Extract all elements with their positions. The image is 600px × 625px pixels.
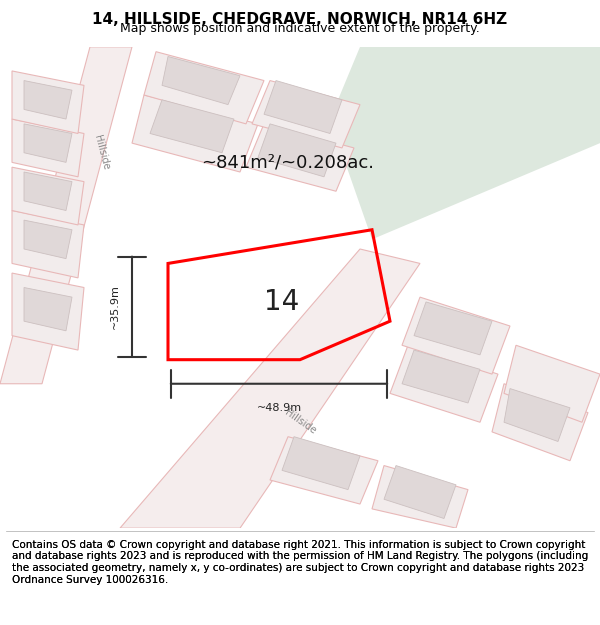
Polygon shape bbox=[12, 167, 84, 225]
Polygon shape bbox=[372, 466, 468, 528]
Polygon shape bbox=[12, 71, 84, 134]
Polygon shape bbox=[24, 288, 72, 331]
Polygon shape bbox=[150, 100, 234, 152]
Polygon shape bbox=[282, 437, 360, 489]
Polygon shape bbox=[24, 172, 72, 211]
Polygon shape bbox=[162, 56, 240, 104]
Polygon shape bbox=[24, 220, 72, 259]
Polygon shape bbox=[258, 124, 336, 177]
Text: Hillside: Hillside bbox=[283, 408, 317, 437]
Polygon shape bbox=[504, 345, 600, 423]
Polygon shape bbox=[414, 302, 492, 355]
Text: Hillside: Hillside bbox=[92, 134, 112, 171]
Polygon shape bbox=[252, 81, 360, 148]
Polygon shape bbox=[12, 273, 84, 350]
Polygon shape bbox=[0, 47, 132, 384]
Text: 14, HILLSIDE, CHEDGRAVE, NORWICH, NR14 6HZ: 14, HILLSIDE, CHEDGRAVE, NORWICH, NR14 6… bbox=[92, 12, 508, 27]
Polygon shape bbox=[270, 437, 378, 504]
Text: ~35.9m: ~35.9m bbox=[110, 284, 120, 329]
Polygon shape bbox=[264, 81, 342, 134]
Text: ~48.9m: ~48.9m bbox=[256, 403, 302, 413]
Polygon shape bbox=[504, 389, 570, 441]
Polygon shape bbox=[402, 297, 510, 374]
Polygon shape bbox=[12, 119, 84, 177]
Text: Map shows position and indicative extent of the property.: Map shows position and indicative extent… bbox=[120, 22, 480, 35]
Polygon shape bbox=[492, 384, 588, 461]
Text: ~841m²/~0.208ac.: ~841m²/~0.208ac. bbox=[202, 153, 374, 171]
Polygon shape bbox=[120, 249, 420, 528]
Polygon shape bbox=[246, 124, 354, 191]
Polygon shape bbox=[24, 81, 72, 119]
Text: Contains OS data © Crown copyright and database right 2021. This information is : Contains OS data © Crown copyright and d… bbox=[12, 540, 588, 584]
Polygon shape bbox=[24, 124, 72, 162]
Polygon shape bbox=[12, 211, 84, 278]
Polygon shape bbox=[330, 47, 600, 239]
Polygon shape bbox=[384, 466, 456, 519]
Polygon shape bbox=[402, 350, 480, 403]
Polygon shape bbox=[144, 52, 264, 124]
Polygon shape bbox=[390, 345, 498, 423]
Text: 14: 14 bbox=[265, 288, 299, 316]
Text: Contains OS data © Crown copyright and database right 2021. This information is : Contains OS data © Crown copyright and d… bbox=[12, 540, 588, 584]
Polygon shape bbox=[132, 95, 258, 172]
